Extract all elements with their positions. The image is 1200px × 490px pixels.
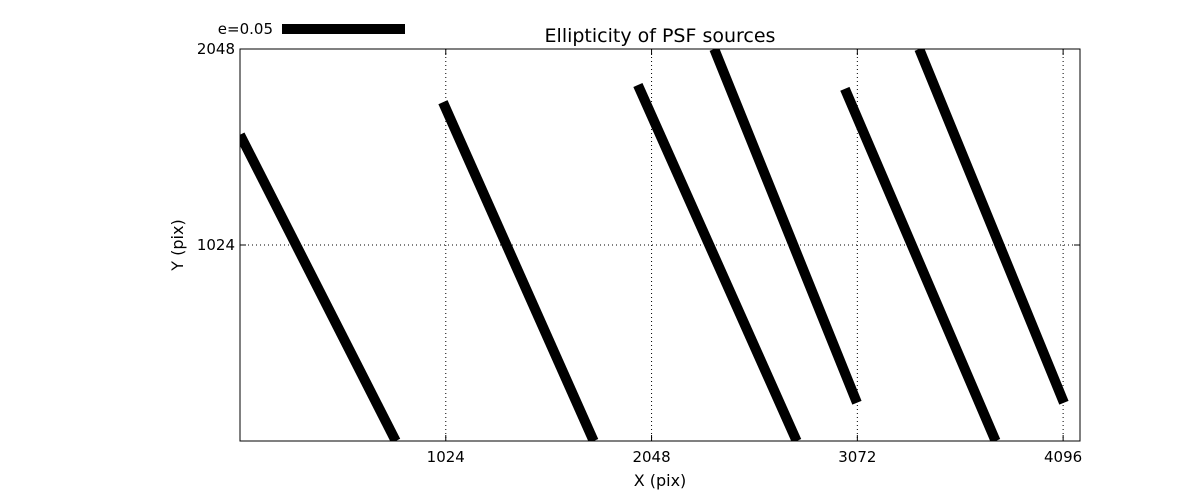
ellipticity-stick [633, 82, 802, 441]
x-tick-label: 2048 [632, 448, 670, 466]
ellipticity-sticks [240, 49, 1069, 441]
y-tick-label: 1024 [197, 236, 235, 254]
y-axis-label: Y (pix) [168, 219, 187, 271]
x-axis-label: X (pix) [634, 471, 687, 490]
legend-label: e=0.05 [218, 20, 273, 38]
legend: e=0.05 [218, 20, 405, 38]
x-tick-label: 4096 [1044, 448, 1082, 466]
x-tick-label: 3072 [838, 448, 876, 466]
legend-key-bar [282, 24, 405, 34]
ellipticity-stick [709, 49, 862, 405]
ellipticity-stick [438, 100, 599, 441]
ellipticity-stick [914, 49, 1069, 405]
y-tick-label: 2048 [197, 40, 235, 58]
axis-ticks: 1024 2048 3072 4096 1024 2048 [197, 40, 1082, 466]
ellipticity-stick [240, 132, 401, 441]
x-tick-label: 1024 [427, 448, 465, 466]
chart-title: Ellipticity of PSF sources [545, 25, 776, 47]
ellipticity-stick [840, 86, 1001, 441]
